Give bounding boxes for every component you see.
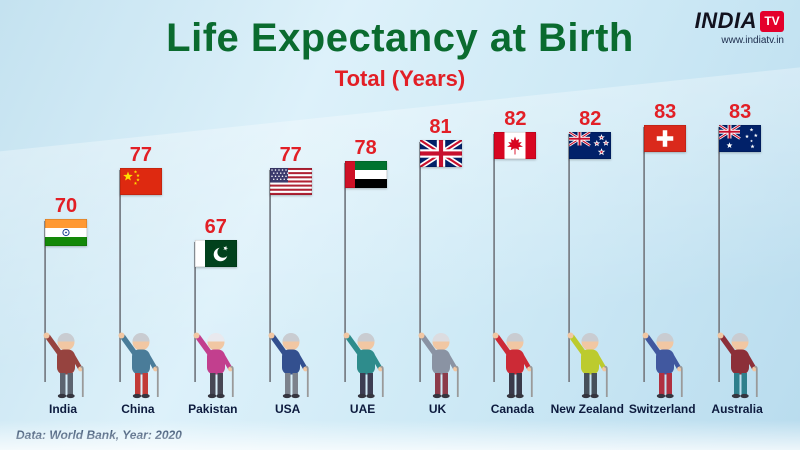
page-title: Life Expectancy at Birth <box>166 16 634 60</box>
country-label: India <box>48 402 77 416</box>
flag-switzerland-icon <box>644 125 687 152</box>
country-label: Australia <box>711 402 763 416</box>
flag-pakistan-icon <box>194 240 237 267</box>
elderly-person-figure <box>472 322 552 407</box>
chart-column-uae: 78 UAE <box>323 0 403 450</box>
flag-pole <box>418 142 421 382</box>
logo-website-text: www.indiatv.in <box>721 35 784 46</box>
country-label: UK <box>428 402 447 416</box>
elderly-person-figure <box>248 322 328 407</box>
flag-new-zealand-icon <box>568 130 612 159</box>
value-label: 78 <box>354 137 377 159</box>
value-label: 77 <box>279 144 302 166</box>
country-label: Switzerland <box>628 402 696 416</box>
value-label: 83 <box>728 101 752 123</box>
value-label: 83 <box>654 101 677 123</box>
flag-china-icon <box>119 168 162 195</box>
chart-column-pakistan: 67 Pakistan <box>173 0 253 450</box>
elderly-person-figure <box>622 322 702 407</box>
indiatv-logo: INDIA TV www.indiatv.in <box>695 8 784 46</box>
flag-pole <box>193 242 196 382</box>
page-subtitle: Total (Years) <box>334 66 466 91</box>
flag-uk-icon <box>418 137 463 170</box>
flag-pole <box>118 170 121 382</box>
chart-column-canada: 82 Canada <box>472 0 552 450</box>
elderly-person-figure <box>547 322 627 407</box>
flag-uae-icon <box>344 161 387 188</box>
chart-column-uk: 81 UK <box>398 0 478 450</box>
country-label: Pakistan <box>188 402 238 416</box>
country-label: China <box>121 402 155 416</box>
country-label: New Zealand <box>550 402 624 416</box>
value-label: 67 <box>204 216 227 238</box>
chart-column-usa: 77 USA <box>248 0 328 450</box>
flag-usa-icon <box>269 168 312 195</box>
flag-australia-icon <box>718 123 762 152</box>
flag-pole <box>44 221 46 382</box>
country-label: Canada <box>490 402 535 416</box>
country-label: USA <box>275 402 301 416</box>
value-label: 70 <box>54 195 78 217</box>
elderly-person-figure <box>323 322 403 407</box>
value-label: 81 <box>429 116 452 138</box>
value-label: 82 <box>504 108 527 130</box>
flag-pole <box>643 127 646 382</box>
chart-column-switzerland: 83 Switzerland <box>622 0 702 450</box>
flag-pole <box>718 127 721 382</box>
elderly-person-figure <box>98 322 178 407</box>
country-label: UAE <box>349 402 376 416</box>
data-source-note: Data: World Bank, Year: 2020 <box>16 428 182 442</box>
flag-pole <box>343 163 346 382</box>
logo-brand-text: INDIA <box>694 8 757 33</box>
elderly-person-figure <box>398 322 478 407</box>
value-label: 82 <box>579 108 602 130</box>
chart-column-india: 70 India <box>23 0 103 450</box>
flag-pole <box>268 170 271 382</box>
logo-tv-icon: TV <box>760 10 784 32</box>
flag-canada-icon <box>494 132 537 159</box>
flag-pole <box>493 134 496 382</box>
value-label: 77 <box>129 144 153 166</box>
elderly-person-figure <box>173 322 253 407</box>
elderly-person-figure <box>23 322 103 407</box>
chart-column-china: 77 China <box>98 0 178 450</box>
elderly-person-figure <box>697 322 777 407</box>
flag-pole <box>568 134 571 382</box>
flag-india-icon <box>45 219 88 246</box>
chart-column-australia: 83 Australia <box>697 0 777 450</box>
chart-column-new-zealand: 82 New Zealand <box>547 0 627 450</box>
